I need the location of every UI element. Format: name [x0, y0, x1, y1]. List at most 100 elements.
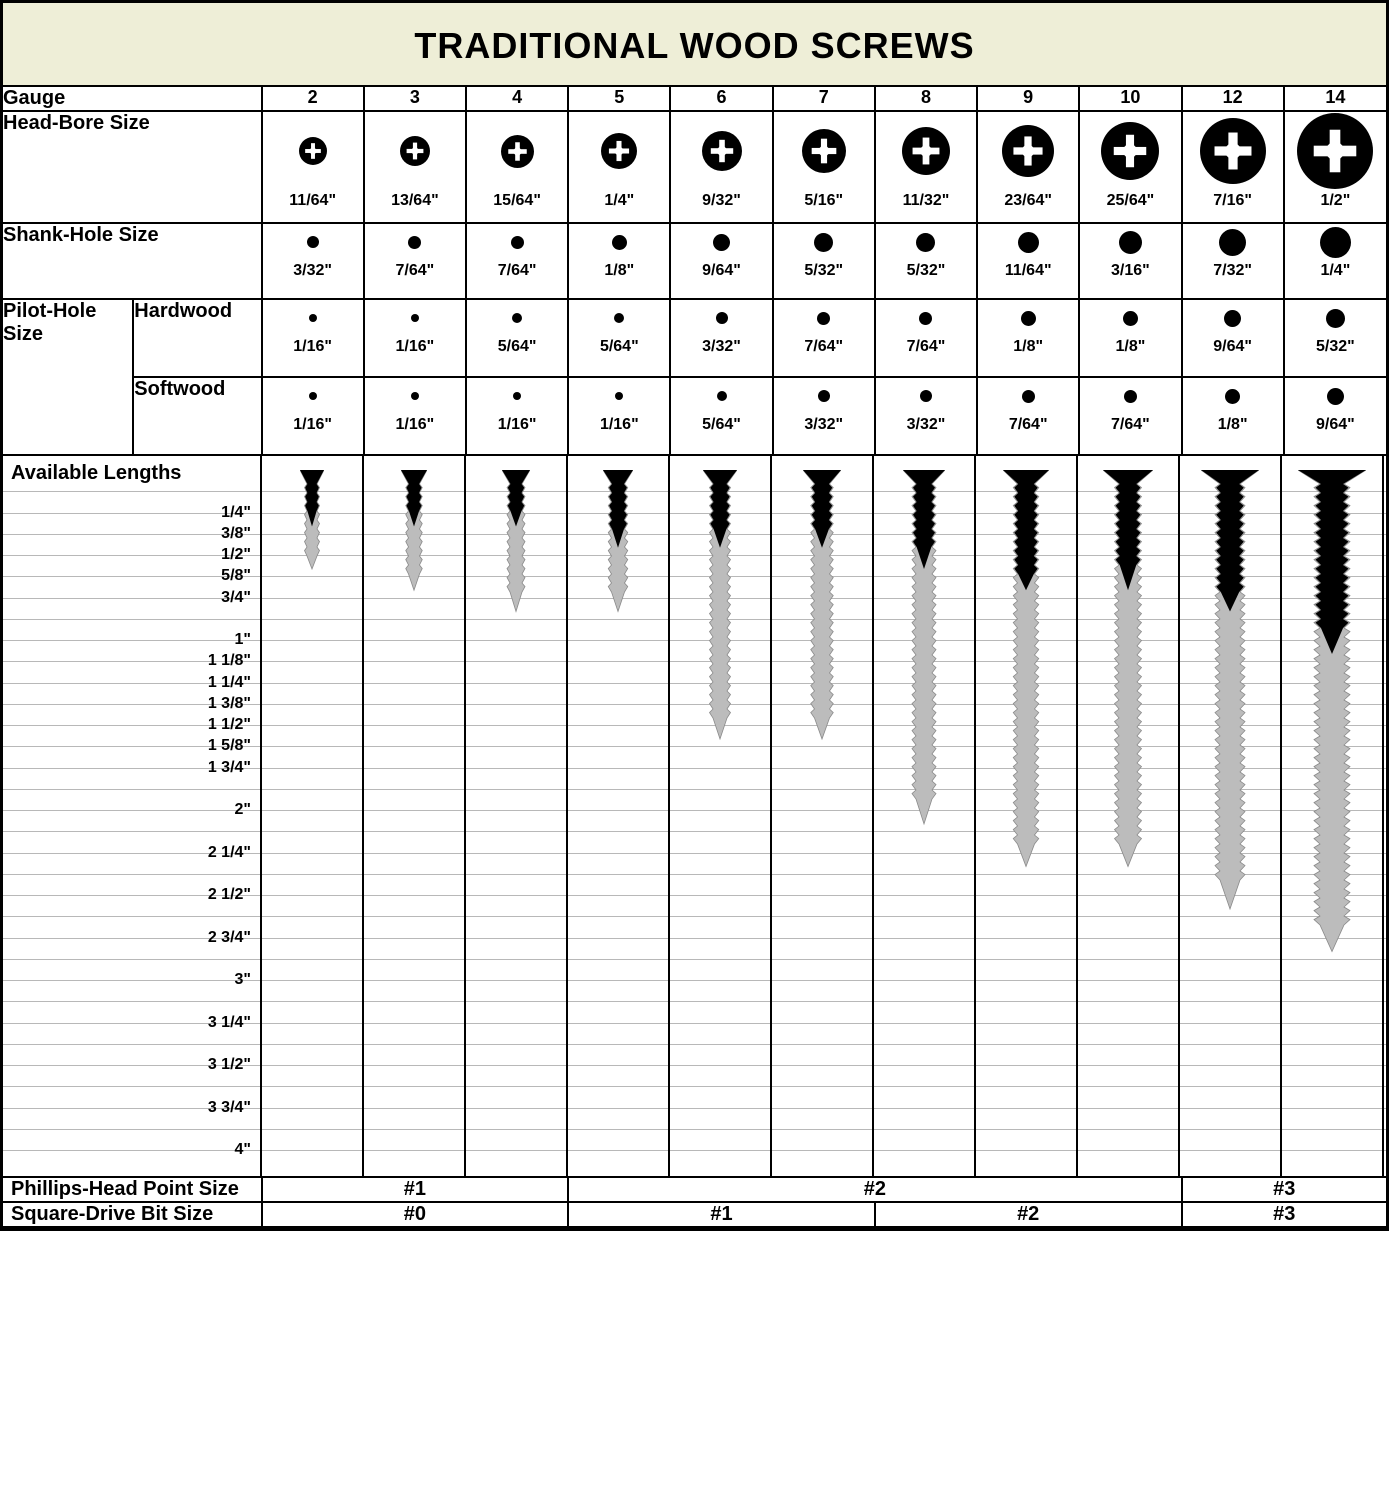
shank-hole-dot-icon [671, 224, 771, 260]
chart-table: Gauge 23456789101214 Head-Bore Size 11/6… [3, 87, 1386, 1228]
pilot-hardwood-8: 7/64" [875, 299, 977, 377]
square-drive-group: #0 [262, 1202, 569, 1227]
shank-hole-value: 5/32" [774, 260, 874, 288]
label-gauge: Gauge [3, 87, 262, 111]
square-drive-group: #2 [875, 1202, 1182, 1227]
pilot-hardwood-5: 5/64" [568, 299, 670, 377]
gauge-4: 4 [466, 87, 568, 111]
page-title: TRADITIONAL WOOD SCREWS [3, 25, 1386, 67]
pilot-hardwood-value: 1/8" [978, 336, 1078, 364]
pilot-hardwood-value: 5/32" [1285, 336, 1386, 364]
pilot-hardwood-10: 1/8" [1079, 299, 1181, 377]
label-phillips: Phillips-Head Point Size [3, 1177, 262, 1202]
pilot-softwood-dot-icon [1080, 378, 1180, 414]
pilot-hardwood-value: 9/64" [1183, 336, 1283, 364]
shank-hole-dot-icon [467, 224, 567, 260]
pilot-hardwood-value: 1/8" [1080, 336, 1180, 364]
pilot-softwood-value: 7/64" [1080, 414, 1180, 442]
shank-hole-dot-icon [1080, 224, 1180, 260]
shank-hole-2: 3/32" [262, 223, 364, 299]
lengths-panel: 1/4"3/8"1/2"5/8"3/4"1"1 1/8"1 1/4"1 3/8"… [3, 456, 1386, 1176]
pilot-softwood-5: 1/16" [568, 377, 670, 455]
phillips-head-icon [263, 112, 363, 190]
row-head-bore: Head-Bore Size 11/64" 13/64" 15/64" 1/4"… [3, 111, 1386, 223]
pilot-hardwood-7: 7/64" [773, 299, 875, 377]
phillips-group: #3 [1182, 1177, 1386, 1202]
head-bore-value: 13/64" [365, 190, 465, 218]
shank-hole-8: 5/32" [875, 223, 977, 299]
phillips-head-icon [467, 112, 567, 190]
gauge-5: 5 [568, 87, 670, 111]
pilot-hardwood-value: 7/64" [774, 336, 874, 364]
shank-hole-value: 7/32" [1183, 260, 1283, 288]
pilot-hardwood-12: 9/64" [1182, 299, 1284, 377]
pilot-softwood-value: 1/8" [1183, 414, 1283, 442]
pilot-softwood-dot-icon [774, 378, 874, 414]
head-bore-10: 25/64" [1079, 111, 1181, 223]
pilot-softwood-value: 5/64" [671, 414, 771, 442]
pilot-hardwood-value: 1/16" [263, 336, 363, 364]
head-bore-value: 1/2" [1285, 190, 1386, 218]
shank-hole-dot-icon [1183, 224, 1283, 260]
pilot-hardwood-dot-icon [671, 300, 771, 336]
screw-chart: TRADITIONAL WOOD SCREWS Gauge 2345678910… [0, 0, 1389, 1231]
pilot-softwood-8: 3/32" [875, 377, 977, 455]
pilot-hardwood-9: 1/8" [977, 299, 1079, 377]
gauge-12: 12 [1182, 87, 1284, 111]
shank-hole-dot-icon [263, 224, 363, 260]
row-square-drive: Square-Drive Bit Size #0#1#2#3 [3, 1202, 1386, 1227]
pilot-hardwood-dot-icon [467, 300, 567, 336]
phillips-head-icon [876, 112, 976, 190]
pilot-softwood-3: 1/16" [364, 377, 466, 455]
head-bore-4: 15/64" [466, 111, 568, 223]
pilot-softwood-dot-icon [876, 378, 976, 414]
shank-hole-dot-icon [978, 224, 1078, 260]
head-bore-value: 15/64" [467, 190, 567, 218]
pilot-softwood-value: 9/64" [1285, 414, 1386, 442]
pilot-hardwood-dot-icon [1080, 300, 1180, 336]
head-bore-6: 9/32" [670, 111, 772, 223]
gauge-7: 7 [773, 87, 875, 111]
shank-hole-value: 7/64" [467, 260, 567, 288]
square-drive-group: #1 [568, 1202, 875, 1227]
head-bore-value: 11/32" [876, 190, 976, 218]
pilot-hardwood-value: 1/16" [365, 336, 465, 364]
shank-hole-value: 9/64" [671, 260, 771, 288]
gauge-14: 14 [1284, 87, 1386, 111]
pilot-softwood-value: 3/32" [774, 414, 874, 442]
screw-illustration-5 [603, 470, 633, 618]
shank-hole-6: 9/64" [670, 223, 772, 299]
phillips-head-icon [365, 112, 465, 190]
label-pilot-hole: Pilot-Hole Size [3, 299, 133, 455]
screw-illustration-7 [803, 470, 841, 745]
shank-hole-7: 5/32" [773, 223, 875, 299]
shank-hole-value: 1/8" [569, 260, 669, 288]
pilot-hardwood-dot-icon [876, 300, 976, 336]
label-softwood: Softwood [133, 377, 261, 455]
pilot-softwood-7: 3/32" [773, 377, 875, 455]
head-bore-9: 23/64" [977, 111, 1079, 223]
row-gauge: Gauge 23456789101214 [3, 87, 1386, 111]
phillips-head-icon [1080, 112, 1180, 190]
head-bore-2: 11/64" [262, 111, 364, 223]
row-pilot-softwood: Softwood 1/16"1/16"1/16"1/16"5/64"3/32"3… [3, 377, 1386, 455]
pilot-hardwood-14: 5/32" [1284, 299, 1386, 377]
pilot-softwood-14: 9/64" [1284, 377, 1386, 455]
shank-hole-dot-icon [365, 224, 465, 260]
shank-hole-value: 3/16" [1080, 260, 1180, 288]
head-bore-value: 7/16" [1183, 190, 1283, 218]
head-bore-value: 5/16" [774, 190, 874, 218]
pilot-softwood-value: 1/16" [263, 414, 363, 442]
shank-hole-5: 1/8" [568, 223, 670, 299]
screw-illustration-14 [1298, 470, 1366, 958]
pilot-hardwood-6: 3/32" [670, 299, 772, 377]
row-available-lengths: Available Lengths 1/4"3/8"1/2"5/8"3/4"1"… [3, 455, 1386, 1177]
gauge-9: 9 [977, 87, 1079, 111]
phillips-head-icon [569, 112, 669, 190]
pilot-hardwood-dot-icon [263, 300, 363, 336]
pilot-softwood-dot-icon [569, 378, 669, 414]
shank-hole-value: 1/4" [1285, 260, 1386, 288]
pilot-softwood-dot-icon [978, 378, 1078, 414]
shank-hole-dot-icon [1285, 224, 1386, 260]
head-bore-12: 7/16" [1182, 111, 1284, 223]
